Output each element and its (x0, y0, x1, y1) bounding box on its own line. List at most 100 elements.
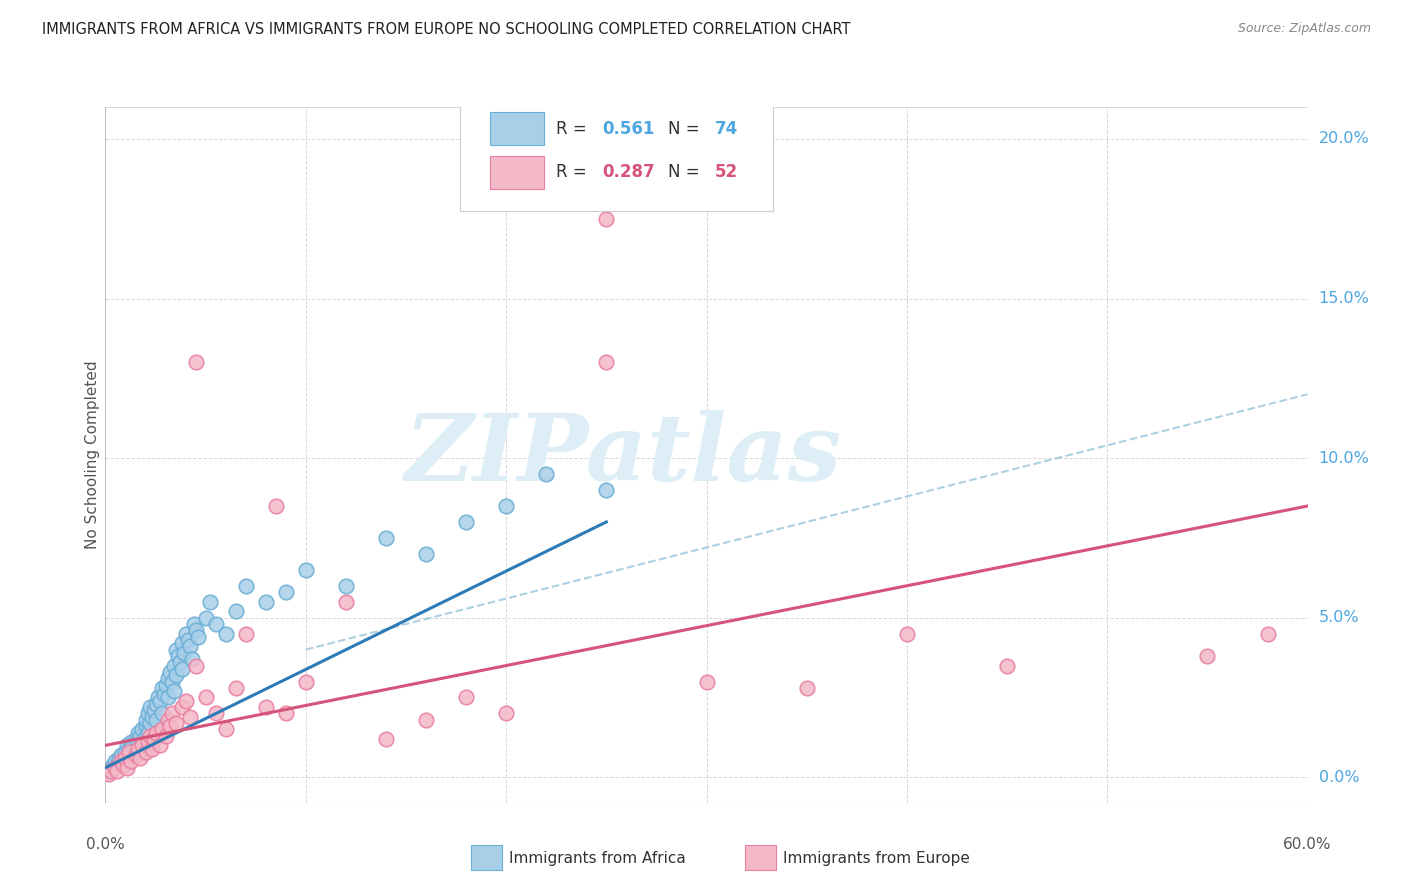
Point (146, 690, 169, 705)
Point (159, 665, 181, 679)
Point (169, 656, 191, 670)
Point (166, 648, 188, 663)
Point (156, 671, 179, 685)
Text: 5.0%: 5.0% (1319, 610, 1360, 625)
Point (274, 706, 297, 721)
Point (156, 690, 179, 705)
Point (150, 681, 173, 695)
Point (110, 754, 132, 768)
Point (796, 681, 818, 695)
Point (98, 767, 121, 781)
Point (198, 595, 221, 609)
Point (145, 697, 167, 711)
Point (595, 483, 617, 497)
Point (128, 729, 150, 743)
Point (174, 626, 197, 640)
Point (264, 499, 287, 513)
Point (118, 745, 141, 759)
Point (104, 761, 127, 775)
Text: R =: R = (557, 120, 592, 137)
Point (235, 579, 257, 593)
Point (335, 579, 357, 593)
Point (159, 719, 181, 733)
Text: N =: N = (668, 163, 704, 181)
Point (214, 723, 236, 737)
Text: IMMIGRANTS FROM AFRICA VS IMMIGRANTS FROM EUROPE NO SCHOOLING COMPLETED CORRELAT: IMMIGRANTS FROM AFRICA VS IMMIGRANTS FRO… (42, 22, 851, 37)
Point (204, 706, 226, 721)
Point (415, 547, 437, 561)
Text: 52: 52 (714, 163, 738, 181)
Text: N =: N = (668, 120, 704, 137)
Text: ZIPatlas: ZIPatlas (404, 410, 841, 500)
Point (495, 706, 517, 721)
Point (108, 751, 131, 765)
Point (121, 735, 143, 749)
Point (114, 751, 136, 765)
Point (204, 617, 226, 632)
Point (136, 735, 159, 749)
Point (225, 604, 247, 618)
Point (456, 690, 478, 705)
Point (162, 684, 184, 698)
Point (148, 739, 170, 753)
Point (117, 739, 139, 753)
Text: 74: 74 (714, 120, 738, 137)
Text: 0.287: 0.287 (602, 163, 655, 181)
Point (118, 741, 141, 756)
Point (112, 757, 135, 772)
Point (156, 713, 179, 727)
Text: Immigrants from Europe: Immigrants from Europe (783, 851, 970, 865)
Point (183, 617, 205, 632)
Point (148, 694, 170, 708)
Point (456, 515, 478, 529)
FancyBboxPatch shape (491, 156, 544, 189)
Point (131, 723, 153, 737)
Point (534, 467, 557, 481)
Point (170, 636, 193, 650)
Point (274, 585, 297, 599)
Point (135, 713, 157, 727)
Point (374, 531, 396, 545)
Point (180, 652, 202, 666)
Point (100, 761, 122, 775)
Text: 0.0%: 0.0% (1319, 770, 1360, 785)
Point (110, 747, 132, 762)
Point (127, 725, 149, 739)
Point (107, 764, 129, 778)
Point (135, 719, 157, 733)
Point (896, 626, 918, 640)
Point (374, 731, 396, 746)
Point (214, 626, 236, 640)
Point (104, 754, 127, 768)
Point (184, 624, 207, 638)
Point (165, 642, 187, 657)
Point (165, 716, 187, 731)
Point (254, 595, 277, 609)
Point (132, 731, 155, 746)
Point (170, 700, 193, 714)
Point (114, 745, 136, 759)
Point (194, 690, 217, 705)
Point (103, 757, 125, 772)
Point (142, 731, 165, 746)
Point (131, 739, 153, 753)
Point (107, 757, 129, 772)
Point (696, 674, 718, 689)
Point (415, 713, 437, 727)
Point (124, 745, 146, 759)
Point (138, 700, 160, 714)
Point (225, 681, 247, 695)
Point (135, 745, 157, 759)
Point (150, 706, 173, 721)
Point (176, 633, 198, 648)
Point (127, 741, 149, 756)
Point (595, 355, 617, 369)
Point (142, 703, 165, 717)
Point (173, 646, 195, 660)
Point (335, 595, 357, 609)
Point (124, 731, 146, 746)
FancyBboxPatch shape (460, 90, 773, 211)
Point (136, 706, 159, 721)
Point (155, 678, 177, 692)
Text: 20.0%: 20.0% (1319, 131, 1369, 146)
